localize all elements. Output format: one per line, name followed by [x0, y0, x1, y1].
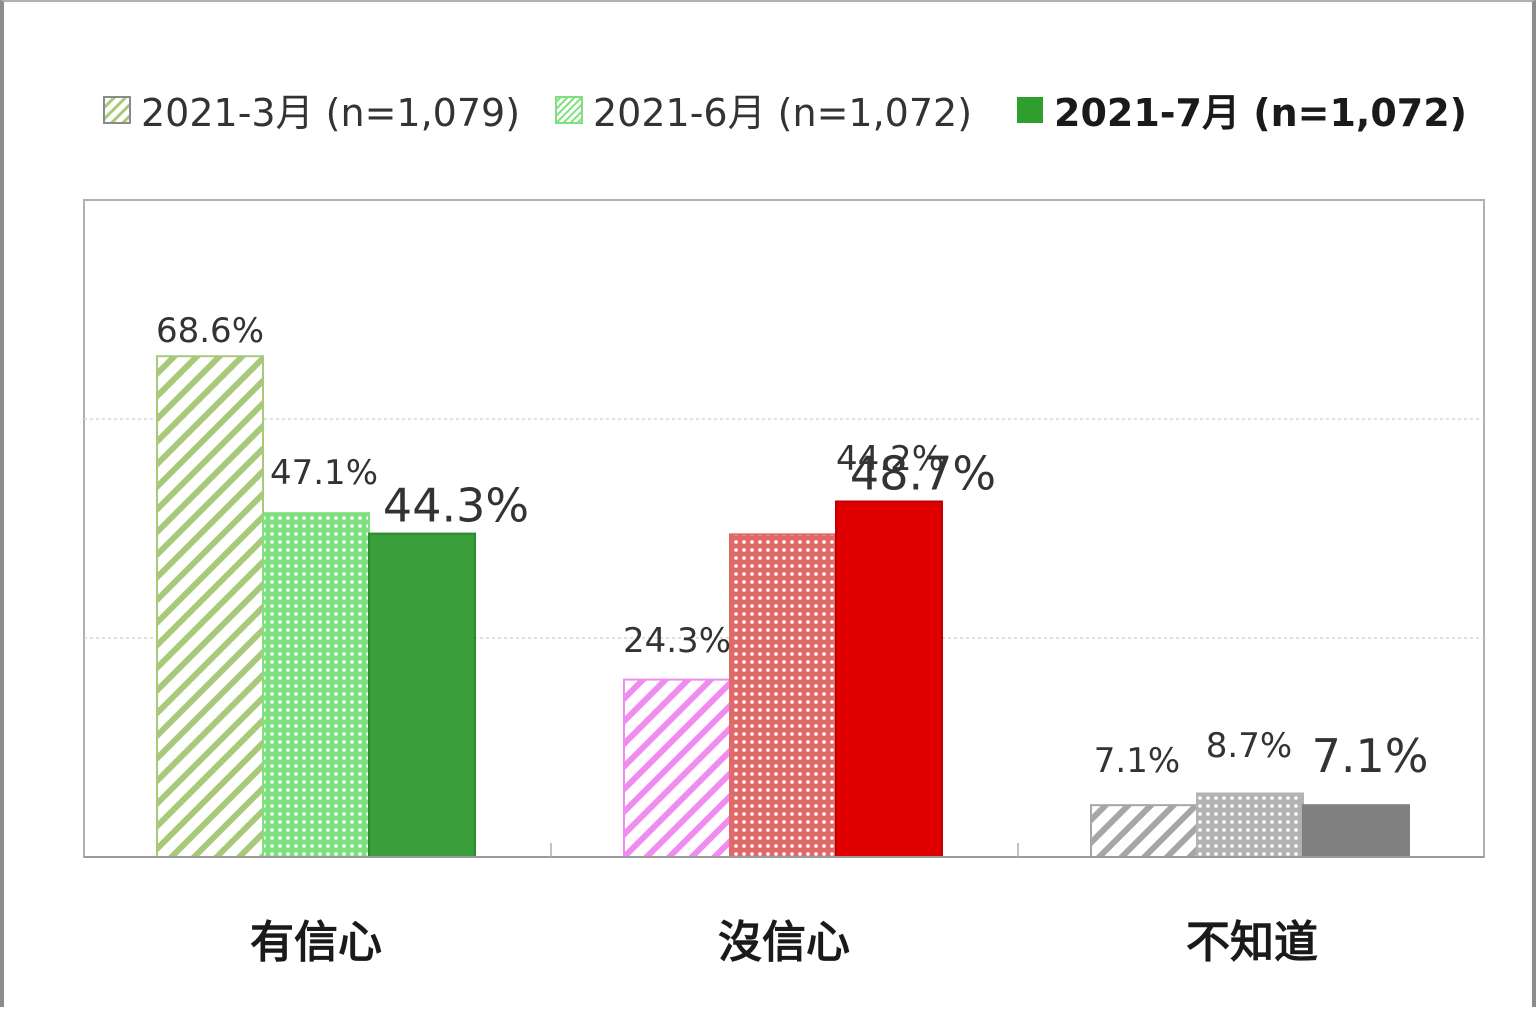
bar-2-series-2: [729, 533, 837, 859]
value-label-2-series-1: 24.3%: [623, 621, 731, 661]
bar-2-series-1: [623, 678, 731, 858]
legend-label-series-2: 2021-6月 (n=1,072): [593, 91, 972, 135]
legend-swatch-series-3: [1017, 97, 1043, 123]
category-label-3: 不知道: [1186, 917, 1318, 968]
bar-3-series-2: [1196, 792, 1304, 858]
bar-1-series-1: [156, 355, 264, 858]
value-label-3-series-3: 7.1%: [1312, 729, 1429, 783]
bar-3-series-3: [1302, 804, 1410, 858]
value-label-3-series-2: 8.7%: [1206, 726, 1292, 766]
category-label-2: 沒信心: [718, 917, 850, 968]
value-label-3-series-1: 7.1%: [1094, 741, 1180, 781]
bar-chart: 2021-3月 (n=1,079) 2021-6月 (n=1,072) 2021…: [83, 91, 1485, 968]
legend-label-series-1: 2021-3月 (n=1,079): [141, 91, 520, 135]
value-label-2-series-2: 44.2%: [836, 439, 944, 479]
legend-label-series-3: 2021-7月 (n=1,072): [1054, 91, 1467, 135]
bar-2-series-3: [835, 500, 943, 858]
x-axis-ticks: [550, 843, 1019, 857]
legend: 2021-3月 (n=1,079) 2021-6月 (n=1,072) 2021…: [103, 91, 1467, 135]
bar-3-series-1: [1090, 804, 1198, 858]
bar-1-series-3: [368, 532, 476, 858]
gridlines: [84, 418, 1484, 639]
value-label-1-series-3: 44.3%: [383, 479, 529, 533]
legend-swatch-series-2: [555, 96, 583, 124]
category-label-1: 有信心: [250, 917, 382, 968]
value-labels: 68.6% 47.1%44.3% 24.3% 44.2%48.7% 7.1% 8.7% 7.…: [156, 311, 1428, 783]
value-label-2-series-3: 48.7%: [850, 446, 996, 500]
legend-swatch-series-1: [103, 96, 131, 124]
value-label-1-series-1: 68.6%: [156, 311, 264, 351]
value-label-1-series-2: 47.1%: [270, 453, 378, 493]
bars: [156, 355, 1410, 859]
category-labels: 有信心 沒信心 不知道: [250, 917, 1318, 968]
bar-1-series-2: [262, 512, 370, 858]
